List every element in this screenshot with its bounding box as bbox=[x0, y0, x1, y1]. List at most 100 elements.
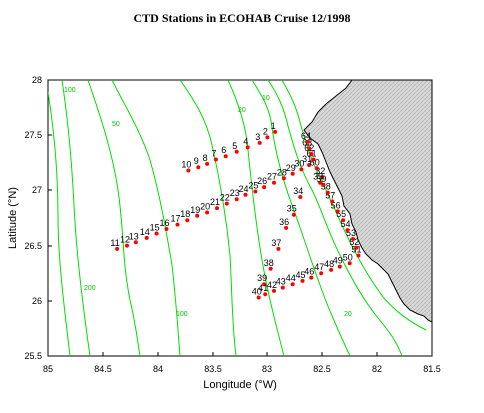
station-marker bbox=[273, 129, 278, 134]
station-label: 56 bbox=[331, 200, 341, 210]
station-label: 35 bbox=[287, 204, 297, 214]
station-marker bbox=[298, 195, 303, 199]
contour-label: 200 bbox=[84, 285, 96, 292]
station-label: 6 bbox=[221, 145, 226, 155]
station-marker bbox=[281, 176, 286, 181]
station-label: 16 bbox=[159, 218, 169, 228]
station-label: 26 bbox=[257, 176, 267, 186]
station-marker bbox=[314, 166, 319, 171]
x-axis-label: Longitude (°W) bbox=[203, 379, 277, 391]
station-marker bbox=[253, 189, 258, 194]
station-label: 53 bbox=[346, 228, 356, 238]
contour-label: 50 bbox=[112, 121, 120, 128]
station-marker bbox=[133, 240, 138, 245]
station-marker bbox=[307, 163, 312, 167]
isobath-contour bbox=[227, 80, 285, 356]
station-marker bbox=[243, 192, 248, 197]
station-marker bbox=[325, 190, 330, 195]
station-marker bbox=[205, 210, 210, 215]
station-marker bbox=[330, 199, 335, 204]
y-tick-label: 28 bbox=[32, 75, 42, 85]
station-marker bbox=[215, 206, 219, 211]
station-marker bbox=[300, 278, 305, 283]
station-label: 2 bbox=[263, 126, 268, 136]
station-label: 52 bbox=[349, 237, 359, 247]
station-label: 4 bbox=[243, 136, 248, 146]
station-label: 15 bbox=[150, 223, 160, 233]
station-label: 55 bbox=[336, 209, 346, 219]
station-marker bbox=[263, 292, 268, 297]
map-title: CTD Stations in ECOHAB Cruise 12/1998 bbox=[133, 11, 350, 25]
station-label: 22 bbox=[220, 193, 230, 203]
station-label: 50 bbox=[343, 252, 353, 262]
station-label: 43 bbox=[276, 277, 286, 287]
contour-label: 20 bbox=[344, 311, 352, 318]
station-label: 13 bbox=[129, 231, 139, 241]
station-label: 18 bbox=[180, 209, 190, 219]
station-marker bbox=[318, 180, 323, 185]
station-marker bbox=[256, 295, 261, 300]
station-label: 33 bbox=[313, 172, 323, 182]
station-label: 7 bbox=[211, 149, 216, 159]
station-marker bbox=[224, 201, 229, 206]
station-marker bbox=[341, 218, 346, 223]
station-marker bbox=[262, 185, 267, 190]
station-label: 21 bbox=[210, 197, 220, 207]
station-marker bbox=[306, 139, 310, 144]
station-label: 45 bbox=[295, 270, 305, 280]
florida-coastline bbox=[303, 80, 432, 323]
y-tick-label: 26 bbox=[32, 296, 42, 306]
station-marker bbox=[290, 171, 295, 176]
contour-label: 100 bbox=[176, 311, 188, 318]
station-label: 27 bbox=[267, 172, 277, 182]
x-tick-label: 84 bbox=[153, 364, 163, 374]
contour-label: 100 bbox=[64, 87, 76, 94]
x-tick-label: 85 bbox=[43, 364, 53, 374]
station-label: 41 bbox=[258, 283, 268, 293]
isobath-contour bbox=[48, 91, 71, 356]
station-label: 59 bbox=[316, 174, 326, 184]
station-marker bbox=[265, 135, 270, 140]
station-marker bbox=[284, 225, 289, 230]
isobath-contour bbox=[251, 80, 351, 356]
contour-label: 10 bbox=[262, 95, 270, 102]
station-label: 28 bbox=[277, 167, 287, 177]
station-label: 44 bbox=[286, 273, 296, 283]
station-marker bbox=[195, 213, 200, 218]
station-label: 60 bbox=[310, 157, 320, 167]
station-marker bbox=[319, 271, 324, 276]
station-marker bbox=[280, 285, 285, 290]
x-tick-label: 83 bbox=[262, 364, 272, 374]
station-label: 38 bbox=[264, 258, 274, 268]
station-label: 29 bbox=[286, 163, 296, 173]
station-label: 54 bbox=[340, 219, 350, 229]
isobath-contour bbox=[267, 80, 403, 356]
station-label: 20 bbox=[200, 202, 210, 212]
station-marker bbox=[164, 227, 169, 231]
station-label: 8 bbox=[203, 153, 208, 163]
station-label: 32 bbox=[315, 166, 325, 176]
station-label: 47 bbox=[314, 262, 324, 272]
x-tick-label: 82 bbox=[372, 364, 382, 374]
station-marker bbox=[309, 275, 314, 280]
isobath-contour bbox=[87, 80, 141, 356]
station-marker bbox=[245, 145, 250, 150]
station-marker bbox=[257, 140, 262, 145]
station-marker bbox=[290, 282, 295, 287]
station-marker bbox=[268, 266, 273, 271]
contour-labels: 100 200 50 20 10 100 20 bbox=[64, 87, 352, 318]
isobath-contour bbox=[179, 80, 237, 356]
station-marker bbox=[309, 152, 314, 156]
station-marker bbox=[276, 246, 281, 251]
y-tick-label: 26.5 bbox=[24, 241, 42, 251]
station-label: 57 bbox=[325, 190, 335, 200]
station-label: 64 bbox=[301, 131, 311, 141]
station-label: 17 bbox=[170, 214, 180, 224]
y-axis: 28 27.5 27 26.5 26 25.5 Latitude (°N) bbox=[7, 75, 52, 361]
station-label: 34 bbox=[293, 186, 303, 196]
y-tick-label: 25.5 bbox=[24, 351, 42, 361]
station-marker bbox=[213, 157, 218, 162]
station-marker bbox=[321, 182, 326, 187]
